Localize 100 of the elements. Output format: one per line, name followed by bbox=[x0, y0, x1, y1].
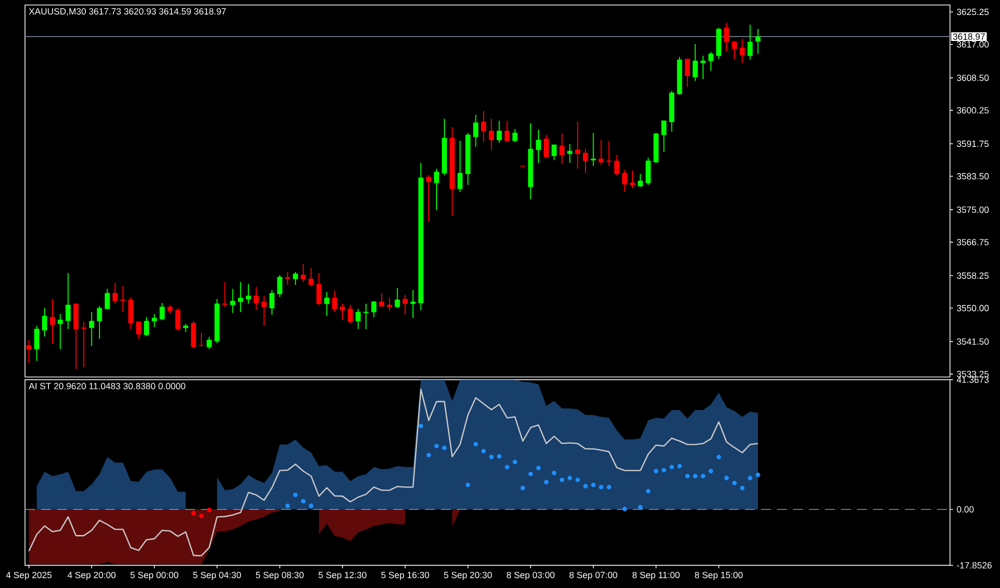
point bbox=[199, 514, 204, 518]
candlestick bbox=[394, 288, 400, 309]
point bbox=[756, 472, 760, 478]
y-tick-label: 3566.75 bbox=[956, 238, 989, 246]
candlestick bbox=[504, 120, 510, 142]
x-tick-label: 8 Sep 15:00 bbox=[694, 572, 743, 580]
candlestick bbox=[58, 314, 63, 350]
candlestick bbox=[488, 118, 494, 150]
candlestick bbox=[724, 22, 730, 52]
candlestick bbox=[614, 154, 620, 176]
candlestick bbox=[50, 298, 55, 344]
candlestick bbox=[512, 128, 518, 142]
point bbox=[293, 492, 298, 498]
candlestick bbox=[559, 133, 565, 165]
y-tick-label: -17.8526 bbox=[956, 562, 992, 568]
point bbox=[638, 504, 643, 510]
candlestick bbox=[363, 303, 369, 330]
candlestick bbox=[324, 291, 330, 316]
point bbox=[206, 508, 212, 512]
candlestick bbox=[622, 169, 628, 192]
point bbox=[732, 480, 737, 486]
point bbox=[418, 424, 424, 428]
candlestick bbox=[144, 316, 150, 337]
candlestick bbox=[748, 24, 753, 60]
x-tick-label: 8 Sep 11:00 bbox=[632, 572, 680, 580]
candlestick bbox=[630, 170, 636, 189]
candlestick bbox=[175, 308, 180, 332]
point bbox=[426, 452, 432, 458]
candlestick bbox=[112, 282, 118, 304]
point bbox=[724, 476, 729, 480]
candlestick bbox=[708, 51, 714, 72]
ref-line-label: 3618.97 bbox=[953, 33, 985, 40]
y-tick-label: 3550.00 bbox=[956, 304, 989, 312]
candlestick bbox=[356, 308, 361, 330]
candlestick bbox=[692, 43, 698, 82]
point bbox=[544, 480, 549, 484]
point bbox=[716, 454, 722, 460]
point bbox=[481, 448, 486, 454]
candlestick bbox=[34, 325, 40, 362]
candlestick bbox=[598, 140, 604, 166]
candlestick bbox=[136, 320, 142, 340]
candlestick bbox=[606, 140, 612, 166]
candlestick bbox=[198, 332, 204, 348]
candlestick bbox=[285, 271, 290, 286]
y-tick-label: 3575.00 bbox=[956, 206, 989, 213]
point bbox=[685, 474, 690, 478]
point bbox=[583, 484, 588, 488]
candlestick bbox=[567, 143, 572, 164]
candlestick bbox=[348, 304, 353, 324]
candlestick bbox=[120, 286, 126, 313]
candlestick bbox=[160, 302, 165, 320]
candlestick bbox=[638, 173, 643, 188]
candlestick bbox=[481, 110, 486, 142]
candlestick bbox=[254, 286, 259, 311]
candlestick bbox=[104, 288, 110, 310]
candlestick bbox=[544, 134, 549, 158]
candlestick bbox=[755, 28, 761, 54]
candlestick bbox=[81, 321, 86, 368]
candlestick bbox=[316, 272, 322, 306]
x-tick-label: 8 Sep 07:00 bbox=[569, 572, 618, 580]
candlestick bbox=[128, 296, 134, 330]
point bbox=[489, 454, 494, 460]
point bbox=[520, 486, 526, 490]
candlestick bbox=[89, 312, 94, 346]
point bbox=[285, 504, 290, 508]
point bbox=[442, 446, 447, 450]
point bbox=[748, 476, 752, 480]
x-tick-label: 8 Sep 03:00 bbox=[506, 572, 555, 580]
point bbox=[466, 482, 470, 488]
y-tick-label: 3608.50 bbox=[956, 74, 989, 82]
candlestick bbox=[582, 148, 588, 174]
point bbox=[740, 486, 745, 490]
point bbox=[528, 472, 533, 476]
candlestick bbox=[238, 282, 244, 313]
point bbox=[496, 454, 502, 459]
candlestick bbox=[410, 290, 416, 318]
point bbox=[669, 464, 674, 470]
y-tick-label: 41.3673 bbox=[956, 376, 989, 383]
x-tick-label: 5 Sep 00:00 bbox=[130, 572, 178, 580]
candlestick bbox=[590, 132, 596, 166]
point bbox=[622, 506, 627, 512]
candlestick bbox=[371, 300, 376, 318]
candlestick bbox=[386, 297, 392, 312]
y-tick-label: 3617.00 bbox=[956, 41, 989, 48]
candlestick bbox=[402, 294, 408, 316]
point bbox=[654, 468, 658, 474]
point bbox=[677, 464, 682, 468]
candlestick bbox=[379, 292, 384, 308]
candlestick bbox=[42, 308, 48, 337]
point bbox=[598, 484, 604, 490]
x-tick-label: 5 Sep 08:30 bbox=[256, 572, 304, 580]
x-tick-label: 5 Sep 12:30 bbox=[318, 572, 366, 580]
y-tick-label: 3533.25 bbox=[956, 370, 989, 378]
candlestick bbox=[700, 55, 706, 80]
point bbox=[708, 468, 714, 474]
candlestick bbox=[300, 264, 306, 283]
candlestick bbox=[230, 288, 236, 314]
point bbox=[606, 484, 612, 490]
x-tick-label: 5 Sep 20:30 bbox=[444, 572, 492, 580]
candlestick bbox=[426, 174, 432, 222]
